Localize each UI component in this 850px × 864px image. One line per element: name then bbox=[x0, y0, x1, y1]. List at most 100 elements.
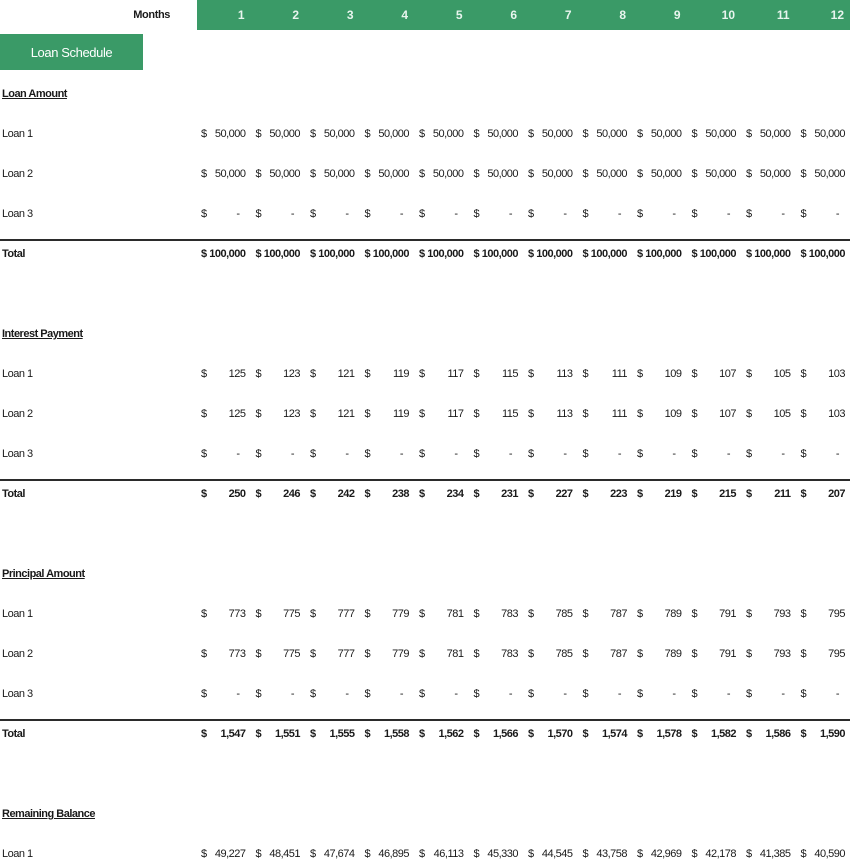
data-row-cell[interactable]: $43,758 bbox=[583, 848, 634, 864]
data-row-cell[interactable]: $- bbox=[201, 208, 252, 224]
total-row-cell[interactable]: $100,000 bbox=[637, 248, 688, 264]
data-row-cell[interactable]: $- bbox=[583, 448, 634, 464]
data-row-cell[interactable]: $103 bbox=[801, 368, 850, 384]
data-row-cell[interactable]: $- bbox=[310, 208, 361, 224]
data-row-cell[interactable]: $41,385 bbox=[746, 848, 797, 864]
data-row-cell[interactable]: $119 bbox=[365, 368, 416, 384]
total-row-cell[interactable]: $207 bbox=[801, 488, 850, 504]
data-row-cell[interactable]: $- bbox=[801, 688, 850, 704]
data-row-cell[interactable]: $50,000 bbox=[583, 168, 634, 184]
data-row-cell[interactable]: $121 bbox=[310, 408, 361, 424]
total-row-cell[interactable]: $211 bbox=[746, 488, 797, 504]
total-row-cell[interactable]: $1,578 bbox=[637, 728, 688, 744]
data-row-cell[interactable]: $795 bbox=[801, 608, 850, 624]
total-row-cell[interactable]: $227 bbox=[528, 488, 579, 504]
total-row-cell[interactable]: $215 bbox=[692, 488, 743, 504]
data-row-cell[interactable]: $- bbox=[637, 448, 688, 464]
total-row-cell[interactable]: $100,000 bbox=[310, 248, 361, 264]
total-row-cell[interactable]: $1,586 bbox=[746, 728, 797, 744]
data-row-cell[interactable]: $105 bbox=[746, 368, 797, 384]
data-row-cell[interactable]: $50,000 bbox=[692, 168, 743, 184]
data-row-cell[interactable]: $- bbox=[419, 208, 470, 224]
data-row-cell[interactable]: $- bbox=[583, 688, 634, 704]
data-row-cell[interactable]: $50,000 bbox=[256, 168, 307, 184]
data-row-cell[interactable]: $46,113 bbox=[419, 848, 470, 864]
total-row-cell[interactable]: $100,000 bbox=[256, 248, 307, 264]
data-row-cell[interactable]: $113 bbox=[528, 368, 579, 384]
data-row-cell[interactable]: $- bbox=[801, 208, 850, 224]
total-row-cell[interactable]: $223 bbox=[583, 488, 634, 504]
data-row-cell[interactable]: $49,227 bbox=[201, 848, 252, 864]
data-row-cell[interactable]: $- bbox=[419, 688, 470, 704]
data-row-cell[interactable]: $50,000 bbox=[201, 168, 252, 184]
data-row-cell[interactable]: $777 bbox=[310, 648, 361, 664]
total-row-cell[interactable]: $1,562 bbox=[419, 728, 470, 744]
data-row-cell[interactable]: $46,895 bbox=[365, 848, 416, 864]
data-row-cell[interactable]: $787 bbox=[583, 648, 634, 664]
data-row-cell[interactable]: $- bbox=[365, 208, 416, 224]
data-row-cell[interactable]: $- bbox=[637, 208, 688, 224]
data-row-cell[interactable]: $795 bbox=[801, 648, 850, 664]
total-row-cell[interactable]: $1,558 bbox=[365, 728, 416, 744]
data-row-cell[interactable]: $50,000 bbox=[256, 128, 307, 144]
data-row-cell[interactable]: $50,000 bbox=[310, 168, 361, 184]
data-row-cell[interactable]: $- bbox=[201, 448, 252, 464]
data-row-cell[interactable]: $50,000 bbox=[310, 128, 361, 144]
total-row-cell[interactable]: $100,000 bbox=[528, 248, 579, 264]
data-row-cell[interactable]: $50,000 bbox=[746, 128, 797, 144]
data-row-cell[interactable]: $- bbox=[746, 688, 797, 704]
data-row-cell[interactable]: $789 bbox=[637, 608, 688, 624]
total-row-cell[interactable]: $100,000 bbox=[801, 248, 850, 264]
data-row-cell[interactable]: $773 bbox=[201, 608, 252, 624]
data-row-cell[interactable]: $- bbox=[692, 688, 743, 704]
data-row-cell[interactable]: $50,000 bbox=[365, 128, 416, 144]
data-row-cell[interactable]: $787 bbox=[583, 608, 634, 624]
data-row-cell[interactable]: $50,000 bbox=[419, 128, 470, 144]
data-row-cell[interactable]: $- bbox=[692, 448, 743, 464]
data-row-cell[interactable]: $117 bbox=[419, 368, 470, 384]
data-row-cell[interactable]: $45,330 bbox=[474, 848, 525, 864]
total-row-cell[interactable]: $1,555 bbox=[310, 728, 361, 744]
data-row-cell[interactable]: $791 bbox=[692, 648, 743, 664]
data-row-cell[interactable]: $- bbox=[528, 688, 579, 704]
data-row-cell[interactable]: $48,451 bbox=[256, 848, 307, 864]
data-row-cell[interactable]: $50,000 bbox=[365, 168, 416, 184]
data-row-cell[interactable]: $791 bbox=[692, 608, 743, 624]
data-row-cell[interactable]: $115 bbox=[474, 408, 525, 424]
data-row-cell[interactable]: $50,000 bbox=[201, 128, 252, 144]
data-row-cell[interactable]: $103 bbox=[801, 408, 850, 424]
data-row-cell[interactable]: $- bbox=[256, 688, 307, 704]
data-row-cell[interactable]: $119 bbox=[365, 408, 416, 424]
data-row-cell[interactable]: $125 bbox=[201, 408, 252, 424]
data-row-cell[interactable]: $- bbox=[746, 208, 797, 224]
data-row-cell[interactable]: $50,000 bbox=[801, 168, 850, 184]
total-row-cell[interactable]: $250 bbox=[201, 488, 252, 504]
data-row-cell[interactable]: $117 bbox=[419, 408, 470, 424]
total-row-cell[interactable]: $1,582 bbox=[692, 728, 743, 744]
data-row-cell[interactable]: $40,590 bbox=[801, 848, 850, 864]
total-row-cell[interactable]: $100,000 bbox=[201, 248, 252, 264]
data-row-cell[interactable]: $42,178 bbox=[692, 848, 743, 864]
data-row-cell[interactable]: $44,545 bbox=[528, 848, 579, 864]
data-row-cell[interactable]: $107 bbox=[692, 408, 743, 424]
data-row-cell[interactable]: $779 bbox=[365, 608, 416, 624]
data-row-cell[interactable]: $107 bbox=[692, 368, 743, 384]
data-row-cell[interactable]: $50,000 bbox=[474, 128, 525, 144]
data-row-cell[interactable]: $111 bbox=[583, 368, 634, 384]
total-row-cell[interactable]: $238 bbox=[365, 488, 416, 504]
data-row-cell[interactable]: $773 bbox=[201, 648, 252, 664]
total-row-cell[interactable]: $219 bbox=[637, 488, 688, 504]
data-row-cell[interactable]: $109 bbox=[637, 408, 688, 424]
data-row-cell[interactable]: $47,674 bbox=[310, 848, 361, 864]
data-row-cell[interactable]: $785 bbox=[528, 648, 579, 664]
total-row-cell[interactable]: $1,590 bbox=[801, 728, 850, 744]
data-row-cell[interactable]: $- bbox=[419, 448, 470, 464]
data-row-cell[interactable]: $789 bbox=[637, 648, 688, 664]
data-row-cell[interactable]: $775 bbox=[256, 648, 307, 664]
data-row-cell[interactable]: $121 bbox=[310, 368, 361, 384]
data-row-cell[interactable]: $- bbox=[528, 208, 579, 224]
total-row-cell[interactable]: $100,000 bbox=[583, 248, 634, 264]
data-row-cell[interactable]: $- bbox=[637, 688, 688, 704]
data-row-cell[interactable]: $125 bbox=[201, 368, 252, 384]
data-row-cell[interactable]: $- bbox=[692, 208, 743, 224]
